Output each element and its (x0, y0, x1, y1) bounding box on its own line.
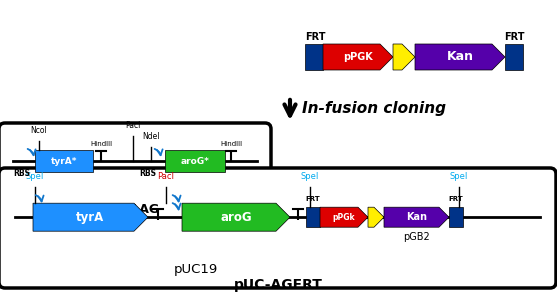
Text: pET-AG: pET-AG (110, 203, 159, 216)
Polygon shape (415, 44, 505, 70)
Bar (449, 207, 463, 227)
Polygon shape (320, 207, 368, 227)
FancyBboxPatch shape (0, 168, 556, 288)
Text: NcoI: NcoI (31, 126, 47, 135)
Text: pGB2: pGB2 (403, 232, 429, 242)
Text: RBS: RBS (139, 170, 157, 178)
Text: aroG*: aroG* (180, 157, 209, 165)
Bar (35, 150, 93, 172)
Text: pUC19: pUC19 (174, 263, 218, 277)
Polygon shape (393, 44, 415, 70)
Text: FRT: FRT (306, 196, 320, 202)
Text: SpeI: SpeI (26, 172, 44, 181)
Text: FRT: FRT (305, 32, 325, 42)
Text: tyrA: tyrA (76, 211, 105, 224)
Text: SpeI: SpeI (450, 172, 468, 181)
Bar (306, 207, 320, 227)
Polygon shape (368, 207, 384, 227)
Text: pUC-AGFRT: pUC-AGFRT (233, 278, 323, 292)
Text: tyrA*: tyrA* (51, 157, 77, 165)
Text: FRT: FRT (504, 32, 524, 42)
Bar (505, 44, 523, 70)
Bar (165, 150, 225, 172)
Text: PacI: PacI (158, 172, 174, 181)
Polygon shape (182, 203, 290, 231)
Text: Kan: Kan (406, 212, 427, 222)
Text: pPGK: pPGK (343, 52, 373, 62)
Polygon shape (323, 44, 393, 70)
Text: In-fusion cloning: In-fusion cloning (302, 102, 446, 116)
Text: SpeI: SpeI (301, 172, 319, 181)
Text: pPGk: pPGk (333, 213, 355, 222)
Text: HindIII: HindIII (90, 141, 112, 147)
Text: HindIII: HindIII (220, 141, 242, 147)
Text: aroG: aroG (220, 211, 252, 224)
Text: FRT: FRT (448, 196, 463, 202)
Bar (305, 44, 323, 70)
Text: PacI: PacI (125, 121, 141, 130)
Polygon shape (33, 203, 148, 231)
Polygon shape (384, 207, 449, 227)
Text: NdeI: NdeI (142, 132, 160, 141)
FancyBboxPatch shape (0, 123, 271, 203)
Text: RBS: RBS (13, 170, 31, 178)
Text: Kan: Kan (447, 50, 473, 64)
